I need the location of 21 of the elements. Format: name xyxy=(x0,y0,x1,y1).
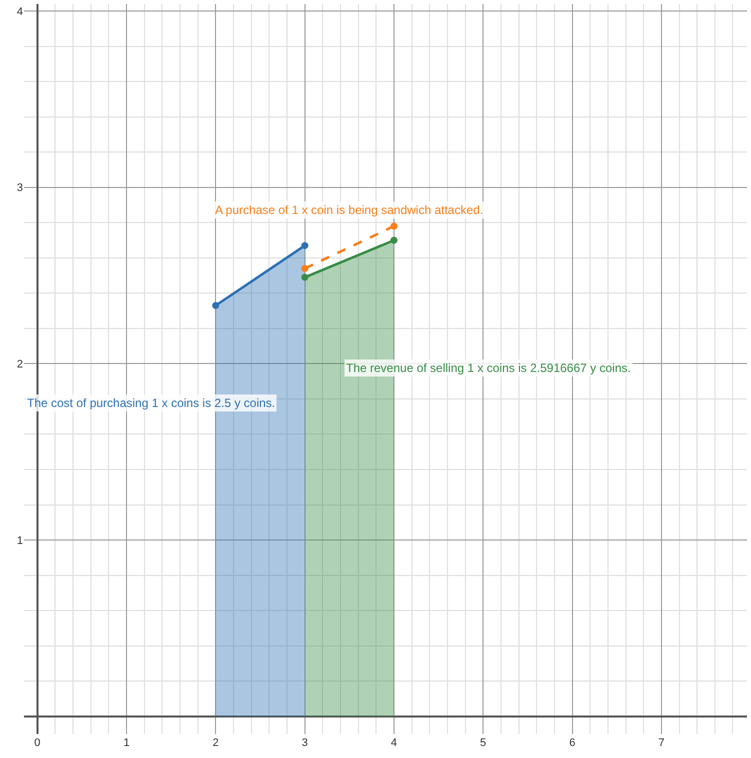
annotation: The cost of purchasing 1 x coins is 2.5 y coins. xyxy=(27,396,276,410)
y-tick-label: 2 xyxy=(16,358,23,371)
y-tick-label: 1 xyxy=(16,534,23,547)
x-tick-label: 2 xyxy=(212,737,219,749)
annotation: The revenue of selling 1 x coins is 2.5916667 y coins. xyxy=(346,361,631,375)
y-tick-label: 4 xyxy=(16,6,23,18)
y-tick-label: 3 xyxy=(16,182,23,194)
x-tick-label: 6 xyxy=(569,737,576,749)
x-tick-label: 5 xyxy=(480,737,486,749)
point xyxy=(390,222,398,230)
x-tick-label: 3 xyxy=(302,737,308,749)
point xyxy=(212,302,220,310)
point xyxy=(301,242,308,250)
point xyxy=(301,274,308,281)
x-tick-label: 7 xyxy=(658,737,664,749)
annotation: A purchase of 1 x coin is being sandwich attacked. xyxy=(215,203,484,217)
x-tick-label: 0 xyxy=(34,737,40,749)
x-tick-label: 1 xyxy=(123,737,130,749)
point xyxy=(390,236,398,244)
point xyxy=(301,264,308,272)
x-tick-label: 4 xyxy=(390,737,398,749)
